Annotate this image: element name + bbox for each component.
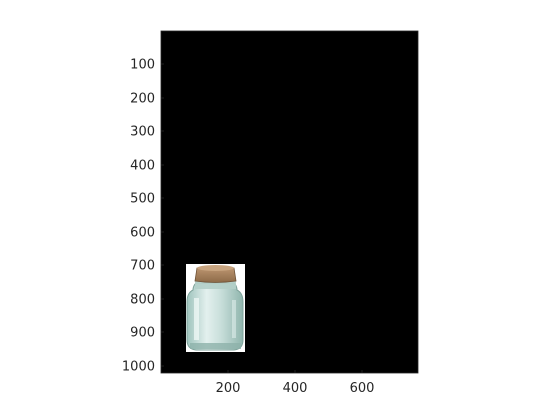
jar-reflection-right — [232, 300, 236, 338]
y-tick-label: 900 — [130, 326, 155, 341]
jar-reflection — [194, 298, 199, 340]
y-tick-label: 1000 — [122, 360, 155, 375]
x-tick-label: 600 — [350, 381, 375, 396]
y-tick-label: 500 — [130, 192, 155, 207]
y-tick-label: 100 — [130, 58, 155, 73]
y-tick-label: 800 — [130, 293, 155, 308]
axes-frame — [160, 30, 419, 374]
y-tick-label: 400 — [130, 159, 155, 174]
jar-glass — [186, 282, 244, 351]
x-tick-label: 200 — [216, 381, 241, 396]
x-axis: 200 400 600 — [216, 370, 375, 396]
y-tick-label: 200 — [130, 92, 155, 107]
jar-neck — [195, 281, 236, 289]
y-tick-label: 700 — [130, 259, 155, 274]
jar-with-cork-icon — [186, 264, 245, 352]
y-axis: 100 200 300 400 500 600 700 800 900 1000 — [122, 58, 164, 375]
cork-top — [197, 265, 234, 271]
jar-base — [190, 343, 241, 349]
y-tick-label: 300 — [130, 125, 155, 140]
y-tick-label: 600 — [130, 226, 155, 241]
x-tick-label: 400 — [283, 381, 308, 396]
